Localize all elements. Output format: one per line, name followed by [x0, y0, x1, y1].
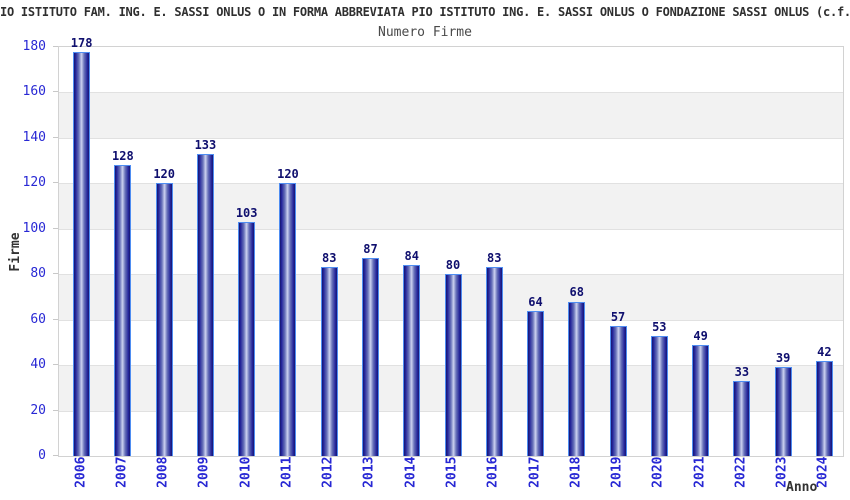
bar-value-label: 128: [112, 149, 134, 164]
x-tick-label: 2011: [279, 456, 295, 488]
bar-2019: [609, 326, 627, 456]
y-tick-mark: [53, 182, 58, 184]
y-tick-label: 100: [22, 220, 46, 236]
y-tick-mark: [53, 409, 58, 411]
bar-2009: [196, 153, 214, 456]
bar-2013: [361, 258, 379, 456]
y-tick-mark: [53, 455, 58, 456]
y-tick-mark: [53, 364, 58, 366]
background-band: [59, 183, 843, 229]
x-tick-label: 2024: [815, 456, 831, 488]
gridline: [59, 92, 843, 94]
x-tick-label: 2012: [320, 456, 336, 488]
bar-2018: [568, 301, 586, 456]
x-tick-label: 2022: [733, 456, 749, 488]
y-tick-mark: [53, 318, 58, 320]
x-tick-label: 2021: [692, 456, 708, 488]
y-tick-label: 80: [30, 266, 46, 282]
bar-value-label: 57: [610, 310, 626, 325]
x-tick-label: 2008: [155, 456, 171, 488]
x-tick-label: 2010: [238, 456, 254, 488]
y-tick-label: 140: [22, 129, 46, 145]
bar-2006: [73, 51, 91, 456]
bar-value-label: 53: [652, 319, 667, 334]
chart-title: IO ISTITUTO FAM. ING. E. SASSI ONLUS O I…: [0, 5, 850, 19]
bar-value-label: 133: [194, 137, 217, 152]
bar-2014: [403, 265, 421, 456]
bar-2012: [320, 267, 338, 456]
gridline: [59, 137, 843, 139]
bar-2022: [733, 381, 751, 456]
bar-value-label: 120: [277, 167, 299, 182]
y-tick-label: 160: [22, 84, 46, 100]
y-tick-mark: [53, 136, 58, 138]
x-tick-label: 2014: [403, 456, 419, 488]
y-tick-mark: [53, 91, 58, 93]
y-tick-mark: [53, 46, 58, 47]
y-tick-label: 180: [22, 39, 46, 54]
bar-2008: [155, 183, 173, 456]
plot-area: 178 128 120 133 103 120 83 87 84 80 83 64 68 57 53 49 33…: [58, 36, 844, 457]
x-tick-label: 2019: [609, 456, 625, 488]
bar-value-label: 39: [775, 351, 791, 366]
x-tick-label: 2018: [568, 456, 584, 488]
y-tick-label: 120: [22, 175, 46, 191]
bar-2021: [692, 344, 710, 456]
bar-value-label: 33: [734, 365, 750, 380]
x-axis-title: Anno: [786, 480, 818, 495]
bar-2024: [815, 360, 833, 456]
x-tick-label: 2015: [444, 456, 460, 488]
bar-2011: [279, 183, 297, 456]
x-tick-label: 2007: [114, 456, 130, 488]
background-band: [59, 92, 843, 138]
bar-2015: [444, 274, 462, 456]
bar-2016: [485, 267, 503, 456]
bar-value-label: 84: [404, 249, 419, 264]
y-tick-mark: [53, 227, 58, 229]
bar-2023: [774, 367, 792, 456]
bar-value-label: 103: [235, 205, 258, 220]
x-tick-label: 2006: [73, 456, 89, 488]
y-tick-label: 0: [38, 448, 46, 463]
bar-value-label: 83: [487, 251, 502, 266]
x-tick-label: 2017: [527, 456, 543, 488]
y-tick-mark: [53, 273, 58, 275]
y-tick-label: 40: [30, 357, 46, 373]
bar-2020: [650, 335, 668, 456]
bar-value-label: 64: [528, 294, 543, 309]
x-tick-label: 2013: [361, 456, 377, 488]
bar-2017: [527, 310, 545, 456]
bar-value-label: 68: [569, 285, 584, 300]
x-tick-label: 2009: [196, 456, 212, 488]
x-tick-label: 2016: [485, 456, 501, 488]
gridline: [59, 228, 843, 230]
gridline: [59, 183, 843, 185]
y-axis-title: Firme: [8, 232, 23, 272]
bar-value-label: 49: [693, 328, 708, 343]
y-tick-label: 20: [30, 402, 46, 418]
bar-value-label: 83: [321, 251, 337, 266]
bar-value-label: 87: [363, 242, 378, 257]
bar-2007: [114, 165, 132, 456]
bar-value-label: 120: [153, 167, 175, 182]
bar-value-label: 80: [445, 258, 461, 273]
bar-2010: [238, 221, 256, 456]
bar-value-label: 178: [70, 35, 93, 50]
y-tick-label: 60: [30, 311, 46, 327]
x-tick-label: 2020: [650, 456, 666, 488]
bar-value-label: 42: [817, 344, 832, 359]
chart-subtitle: Numero Firme: [378, 25, 472, 40]
